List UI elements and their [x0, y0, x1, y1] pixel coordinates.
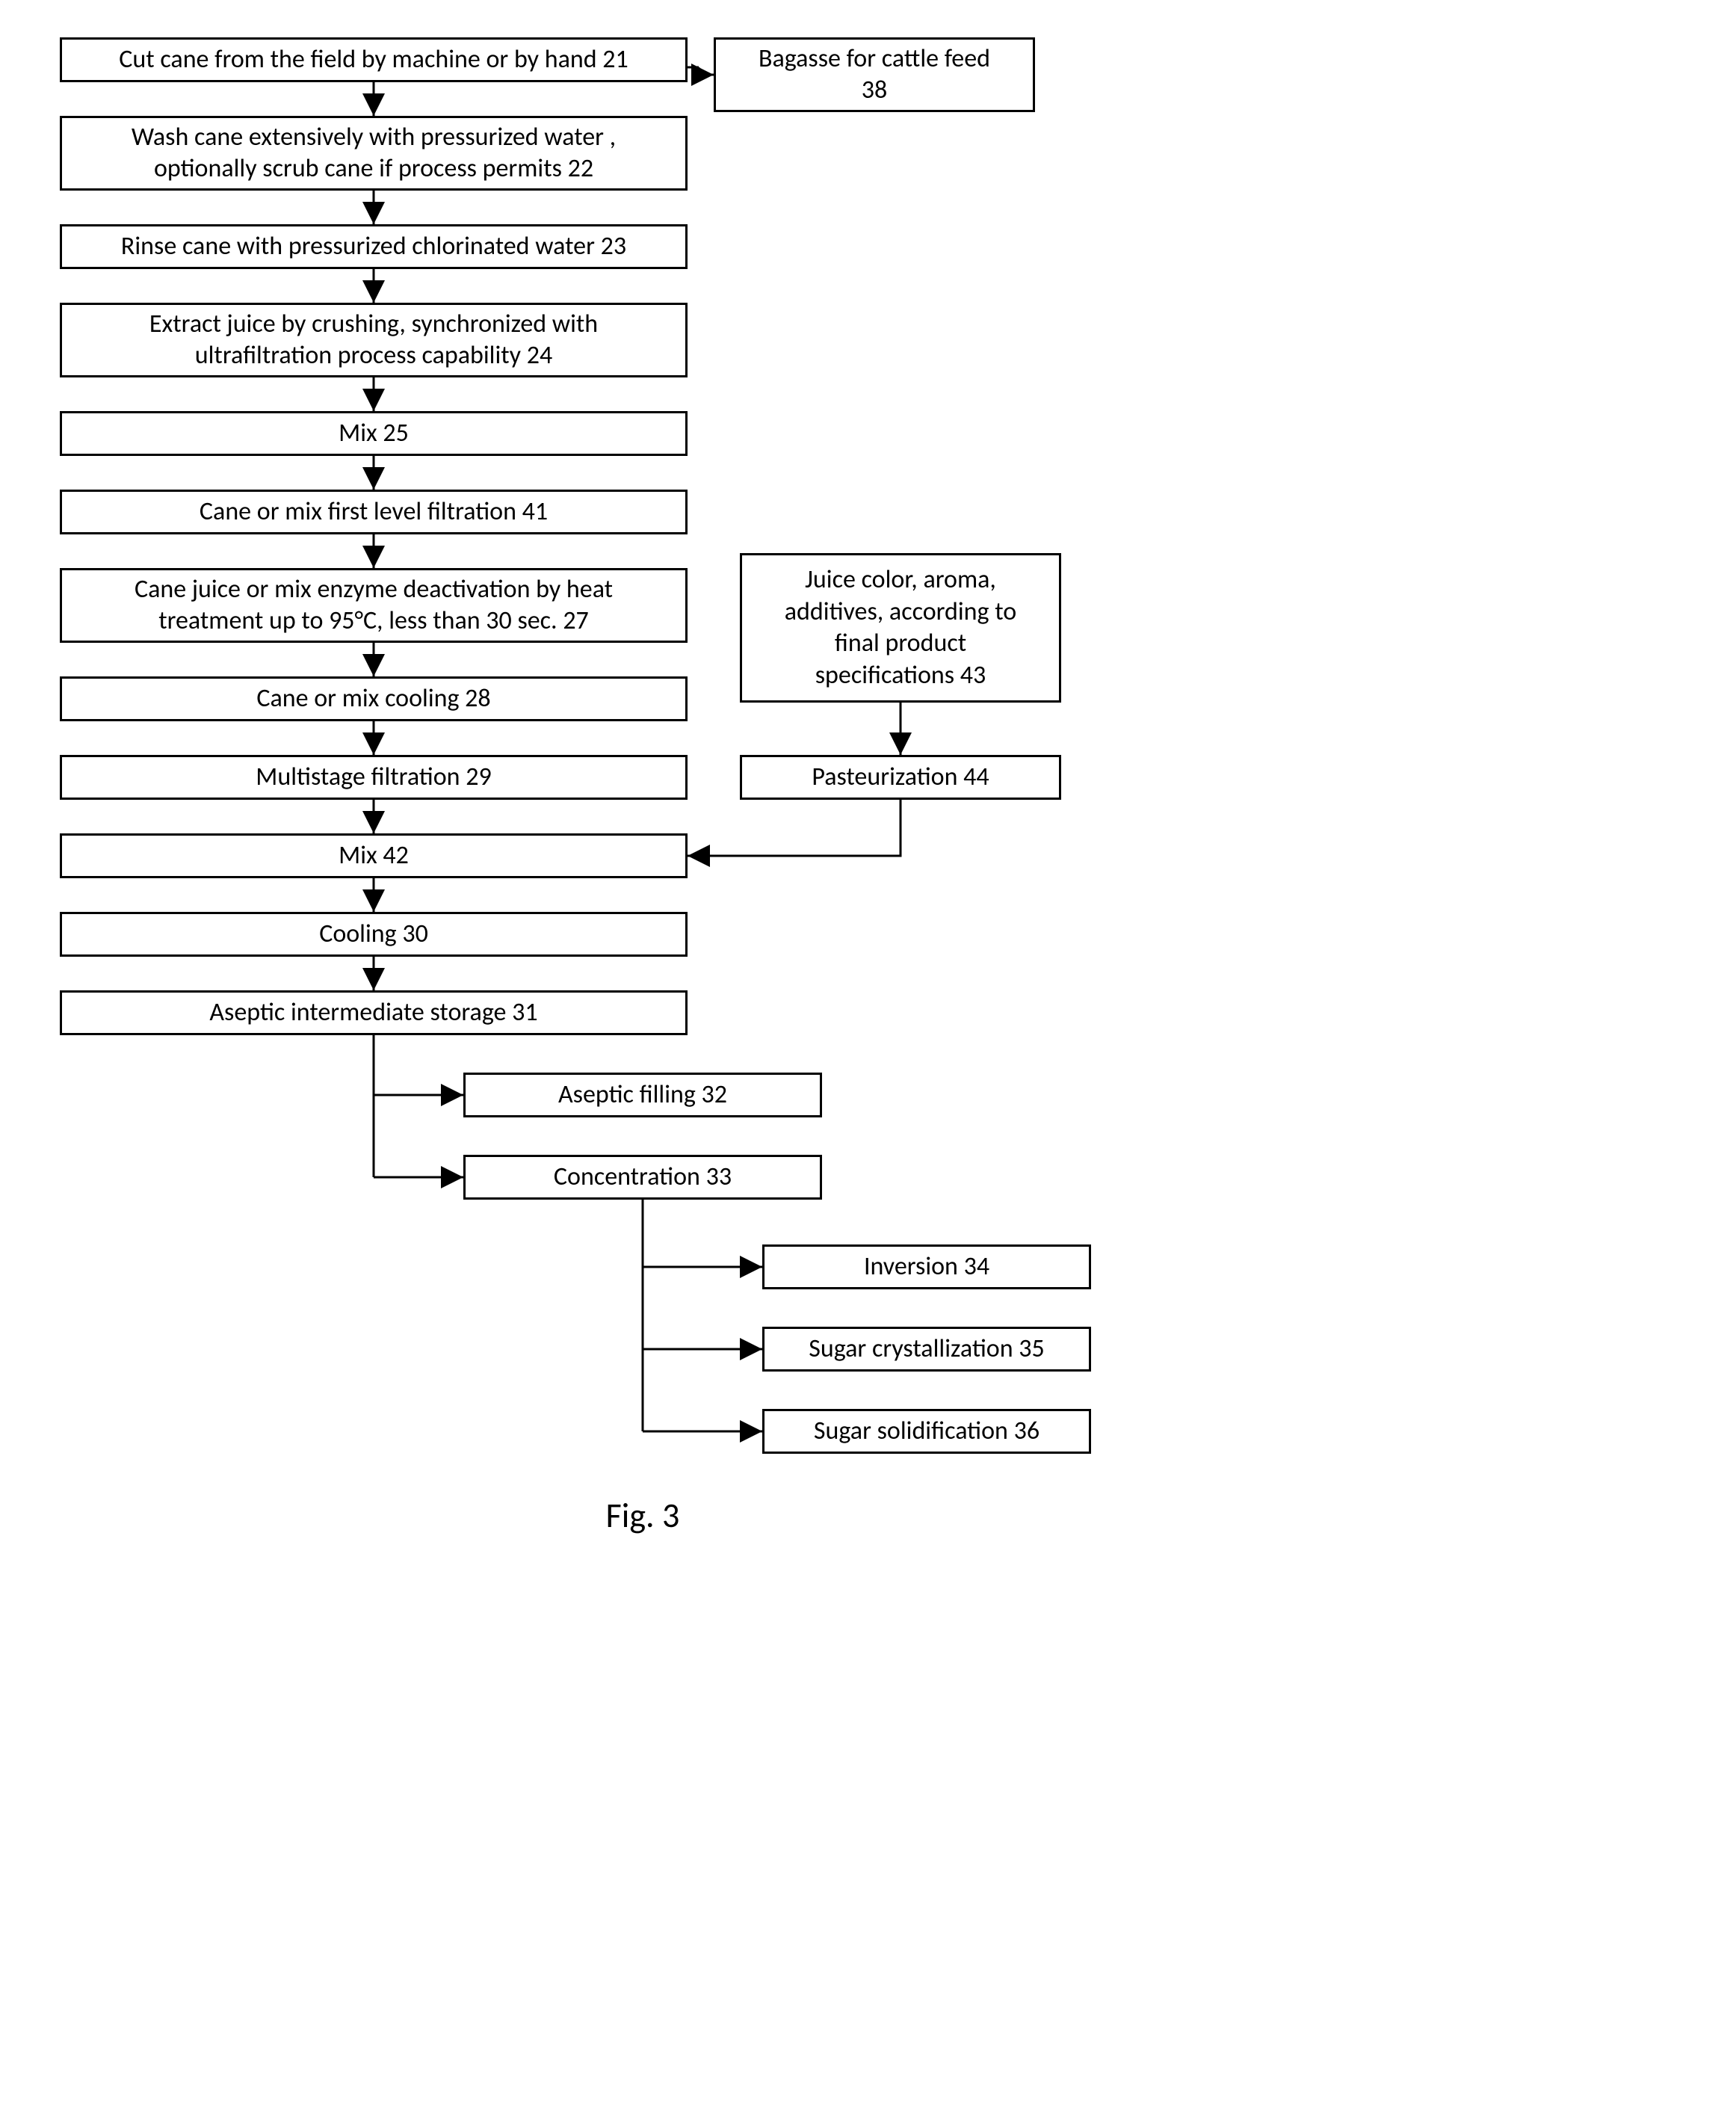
flow-node-n31: Aseptic intermediate storage 31	[60, 990, 688, 1035]
flow-node-n43: Juice color, aroma,additives, according …	[740, 553, 1061, 703]
flow-node-n22: Wash cane extensively with pressurized w…	[60, 116, 688, 191]
flow-node-n34: Inversion 34	[762, 1244, 1091, 1289]
flow-node-n32: Aseptic filling 32	[463, 1073, 822, 1117]
flow-node-n35: Sugar crystallization 35	[762, 1327, 1091, 1372]
flow-node-n36: Sugar solidification 36	[762, 1409, 1091, 1454]
flow-node-n29: Multistage filtration 29	[60, 755, 688, 800]
flow-node-n44: Pasteurization 44	[740, 755, 1061, 800]
figure-caption: Fig. 3	[493, 1495, 792, 1537]
flow-node-n42: Mix 42	[60, 833, 688, 878]
flow-node-n30: Cooling 30	[60, 912, 688, 957]
flow-node-n21: Cut cane from the field by machine or by…	[60, 37, 688, 82]
flow-node-n33: Concentration 33	[463, 1155, 822, 1200]
flow-node-n24: Extract juice by crushing, synchronized …	[60, 303, 688, 377]
flow-node-n41: Cane or mix first level filtration 41	[60, 490, 688, 534]
flowchart-canvas: Cut cane from the field by machine or by…	[45, 30, 1390, 1674]
flow-node-n25: Mix 25	[60, 411, 688, 456]
flow-node-n38: Bagasse for cattle feed38	[714, 37, 1035, 112]
flow-node-n23: Rinse cane with pressurized chlorinated …	[60, 224, 688, 269]
flow-node-n28: Cane or mix cooling 28	[60, 676, 688, 721]
flow-node-n27: Cane juice or mix enzyme deactivation by…	[60, 568, 688, 643]
